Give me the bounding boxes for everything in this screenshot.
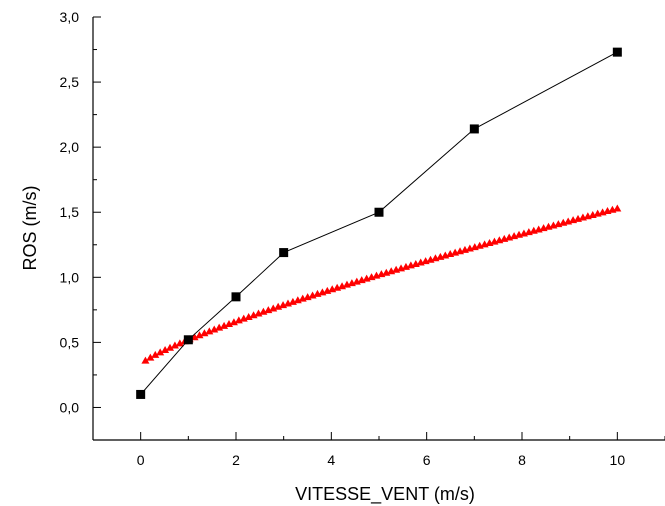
y-tick-label: 2,0	[60, 139, 80, 155]
y-tick-label: 3,0	[60, 9, 80, 25]
fit-point	[205, 327, 214, 335]
fit-point	[195, 331, 204, 339]
fit-point	[146, 353, 155, 361]
data-point	[469, 124, 479, 134]
fit-point	[151, 350, 160, 358]
x-tick-label: 8	[518, 452, 526, 468]
x-tick-label: 4	[327, 452, 335, 468]
y-tick-label: 0,0	[60, 399, 80, 415]
x-tick-label: 10	[610, 452, 626, 468]
fit-point	[200, 329, 209, 337]
data-point	[279, 248, 289, 258]
y-tick-label: 2,5	[60, 74, 80, 90]
fit-point	[170, 341, 179, 349]
data-point	[183, 335, 193, 345]
fit-point	[175, 339, 184, 347]
fit-point	[229, 318, 238, 326]
data-point	[231, 292, 241, 302]
data-point	[374, 207, 384, 217]
fit-point	[166, 343, 175, 351]
x-tick-label: 6	[423, 452, 431, 468]
x-axis-title: VITESSE_VENT (m/s)	[295, 484, 475, 505]
y-tick-label: 1,5	[60, 204, 80, 220]
series-data-line	[140, 51, 618, 395]
fit-point	[220, 321, 229, 329]
fit-point	[234, 316, 243, 324]
data-point	[612, 47, 622, 57]
series-fit	[141, 204, 622, 364]
fit-point	[215, 323, 224, 331]
x-tick-label: 2	[232, 452, 240, 468]
y-axis: 0,0 0,5 1,0 1,5 2,0 2,5 3,0	[60, 9, 101, 441]
fit-point	[210, 325, 219, 333]
fit-point	[224, 320, 233, 328]
fit-point	[156, 348, 165, 356]
series-data	[136, 47, 622, 399]
y-axis-title: ROS (m/s)	[20, 186, 40, 271]
fit-point	[161, 346, 170, 354]
data-point	[136, 389, 146, 399]
x-tick-label: 0	[137, 452, 145, 468]
y-tick-label: 1,0	[60, 269, 80, 285]
fit-point	[141, 356, 150, 364]
fit-point	[613, 204, 622, 212]
y-tick-label: 0,5	[60, 334, 80, 350]
plot-frame	[92, 17, 665, 441]
x-axis: 0 2 4 6 8 10	[137, 432, 665, 468]
